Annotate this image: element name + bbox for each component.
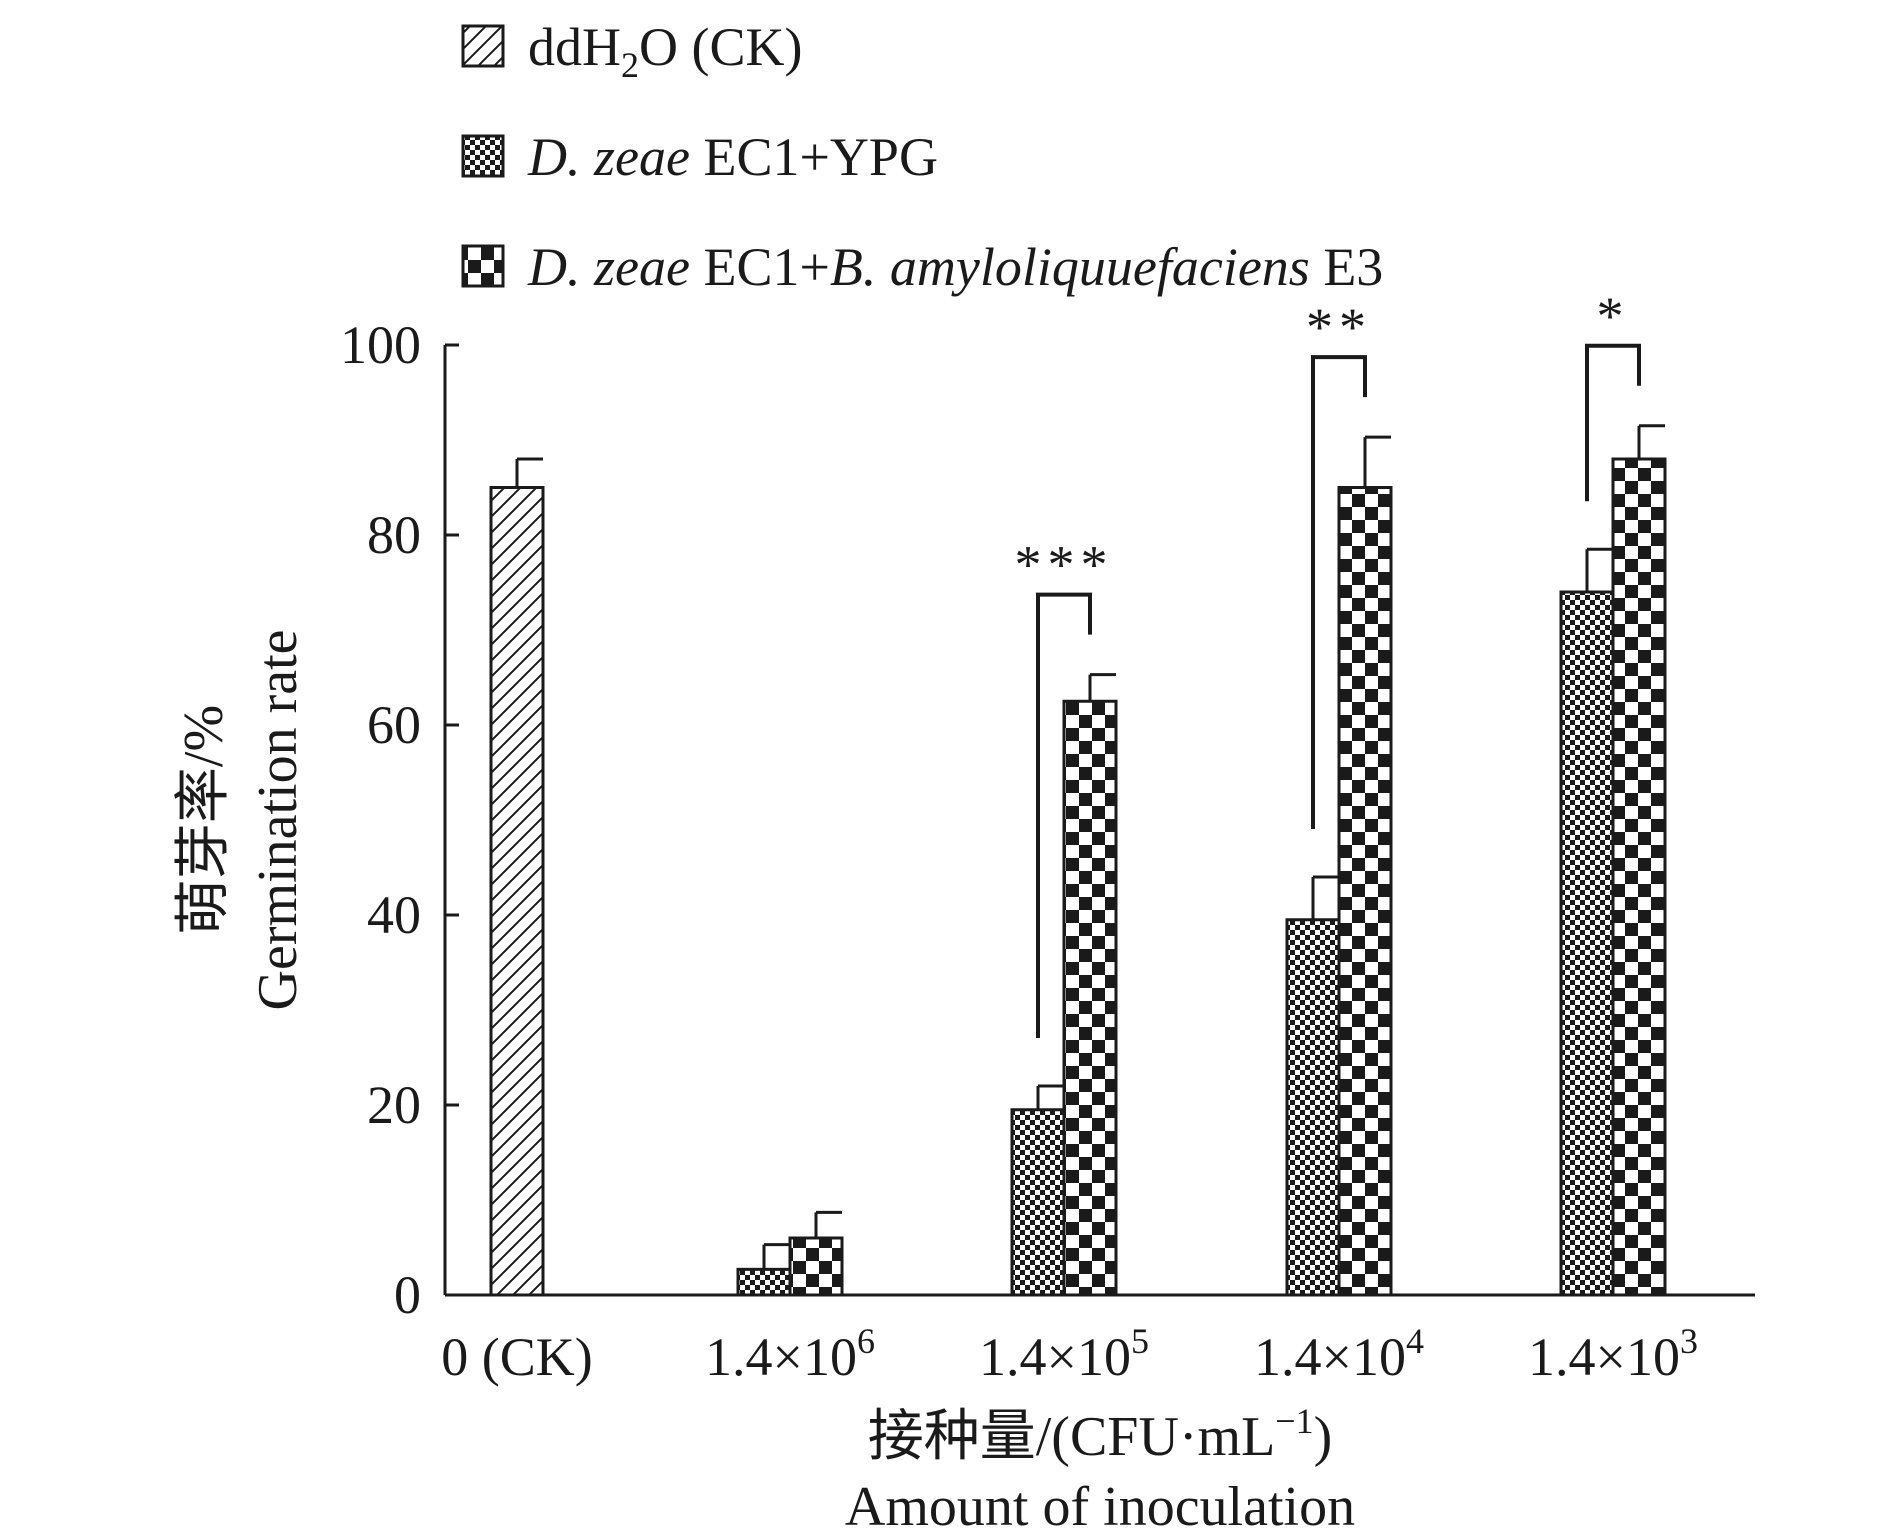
legend-swatch-fine-checker — [461, 134, 505, 178]
legend-swatch-coarse-checker — [461, 244, 505, 288]
x-tick-label-base: 1.4×10 — [979, 1327, 1131, 1387]
legend-label-part: E3 — [1310, 237, 1384, 297]
y-tick-label: 100 — [340, 315, 421, 375]
bars — [489, 424, 1667, 1297]
significance-label: *** — [1015, 535, 1114, 595]
bar-fine-checker — [736, 1267, 792, 1297]
x-axis-title-cn: 接种量/(CFU·mL−1) — [868, 1401, 1333, 1468]
y-axis-title-en: Germination rate — [247, 630, 309, 1011]
x-tick-label: 1.4×105 — [979, 1321, 1149, 1387]
legend-label-part: B. amyloliquuefaciens — [830, 237, 1310, 297]
bar-coarse-checker — [1062, 699, 1118, 1297]
x-tick-label-base: 1.4×10 — [705, 1327, 857, 1387]
bar-fine-checker — [1559, 590, 1615, 1297]
legend-label-part: ddH — [528, 17, 621, 77]
x-tick-label: 1.4×103 — [1528, 1321, 1698, 1387]
significance-brackets: ***** * — [1015, 286, 1641, 1038]
legend-label: D. zeae EC1+YPG — [527, 127, 938, 187]
legend-label-subscript: 2 — [621, 45, 639, 85]
bar-hatch — [489, 486, 545, 1297]
bar-coarse-checker — [1611, 457, 1667, 1297]
x-tick-label-exponent: 5 — [1131, 1321, 1149, 1361]
x-tick-label-base: 1.4×10 — [1254, 1327, 1406, 1387]
legend-label-part: D. zeae — [527, 127, 690, 187]
x-tick-label: 0 (CK) — [441, 1327, 592, 1387]
axes: 0 20 40 60 80 100 — [340, 315, 1755, 1325]
x-tick-label-exponent: 4 — [1406, 1321, 1424, 1361]
legend-label-part: EC1+ — [690, 237, 830, 297]
y-tick-label: 80 — [367, 505, 421, 565]
significance-bracket — [1311, 355, 1367, 829]
x-tick-label-exponent: 3 — [1680, 1321, 1698, 1361]
bar-fine-checker — [1010, 1108, 1066, 1297]
x-axis-title-en: Amount of inoculation — [845, 1476, 1355, 1538]
y-tick-label: 20 — [367, 1075, 421, 1135]
legend-label: ddH2O (CK) — [528, 17, 802, 85]
legend-swatch-hatch — [461, 24, 505, 68]
x-tick-label-base: 1.4×10 — [1528, 1327, 1680, 1387]
x-tick-label: 1.4×104 — [1254, 1321, 1424, 1387]
y-tick-label: 40 — [367, 885, 421, 945]
significance-bracket — [1585, 343, 1641, 502]
x-axis-title-cn-tail: ) — [1314, 1406, 1333, 1468]
y-axis-title-cn: 萌芽率/% — [173, 705, 235, 935]
significance-label: ** — [1306, 297, 1372, 357]
bar-coarse-checker — [1337, 486, 1393, 1297]
legend-label: D. zeae EC1+B. amyloliquuefaciens E3 — [527, 237, 1383, 297]
x-tick-label: 1.4×106 — [705, 1321, 875, 1387]
bar-coarse-checker — [788, 1236, 844, 1297]
legend-label-part: O (CK) — [639, 17, 802, 77]
axis-labels: 0 (CK) 1.4×106 1.4×105 1.4×104 1.4×103接种量/(C… — [173, 630, 1698, 1538]
x-tick-label-base: 0 (CK) — [441, 1327, 592, 1387]
bar-fine-checker — [1285, 918, 1341, 1297]
y-tick-label: 60 — [367, 695, 421, 755]
x-axis-title-cn-base: 接种量/(CFU·mL — [868, 1406, 1276, 1468]
significance-label: * — [1597, 286, 1630, 346]
x-tick-label-exponent: 6 — [857, 1321, 875, 1361]
significance-bracket — [1036, 592, 1092, 1038]
x-axis-title-cn-exponent: −1 — [1275, 1401, 1313, 1441]
legend-label-part: EC1+YPG — [690, 127, 938, 187]
legend-label-part: D. zeae — [527, 237, 690, 297]
y-tick-label: 0 — [394, 1265, 421, 1325]
